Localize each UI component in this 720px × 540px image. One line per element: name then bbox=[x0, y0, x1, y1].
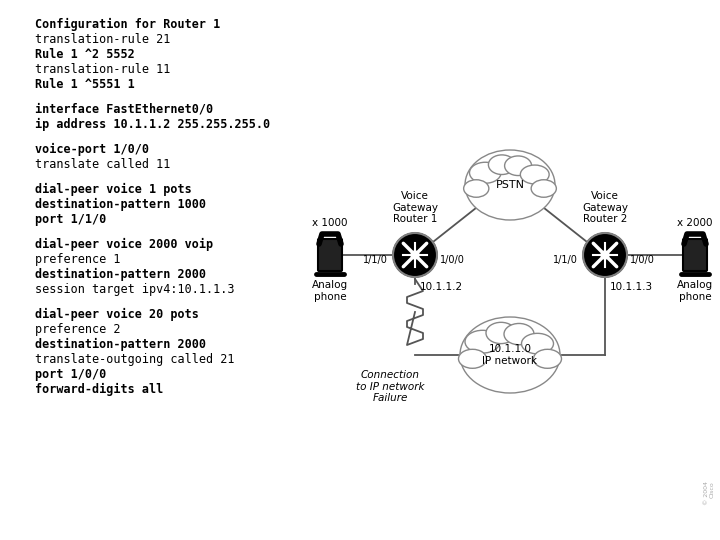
Ellipse shape bbox=[459, 349, 487, 368]
Text: destination-pattern 1000: destination-pattern 1000 bbox=[35, 198, 206, 211]
Ellipse shape bbox=[531, 180, 557, 197]
Text: 10.1.1.0
IP network: 10.1.1.0 IP network bbox=[482, 344, 538, 366]
Text: dial-peer voice 1 pots: dial-peer voice 1 pots bbox=[35, 183, 192, 196]
Text: x 2000: x 2000 bbox=[678, 218, 713, 228]
FancyBboxPatch shape bbox=[683, 239, 707, 271]
Text: Analog
phone: Analog phone bbox=[312, 280, 348, 302]
Text: PSTN: PSTN bbox=[495, 180, 524, 190]
Ellipse shape bbox=[521, 165, 549, 184]
Text: translate-outgoing called 21: translate-outgoing called 21 bbox=[35, 353, 235, 366]
Text: Configuration for Router 1: Configuration for Router 1 bbox=[35, 18, 220, 31]
Text: 10.1.1.2: 10.1.1.2 bbox=[420, 282, 463, 292]
Ellipse shape bbox=[486, 322, 516, 343]
Text: port 1/0/0: port 1/0/0 bbox=[35, 368, 107, 381]
Text: dial-peer voice 2000 voip: dial-peer voice 2000 voip bbox=[35, 238, 213, 251]
Text: translation-rule 21: translation-rule 21 bbox=[35, 33, 171, 46]
Text: forward-digits all: forward-digits all bbox=[35, 383, 163, 396]
Text: port 1/1/0: port 1/1/0 bbox=[35, 213, 107, 226]
Text: session target ipv4:10.1.1.3: session target ipv4:10.1.1.3 bbox=[35, 283, 235, 296]
Text: voice-port 1/0/0: voice-port 1/0/0 bbox=[35, 143, 149, 156]
Text: preference 1: preference 1 bbox=[35, 253, 120, 266]
Text: translation-rule 11: translation-rule 11 bbox=[35, 63, 171, 76]
Text: 1/0/0: 1/0/0 bbox=[440, 255, 465, 265]
Ellipse shape bbox=[534, 349, 562, 368]
Ellipse shape bbox=[464, 180, 489, 197]
Text: 1/1/0: 1/1/0 bbox=[363, 255, 388, 265]
Ellipse shape bbox=[465, 330, 500, 353]
Text: preference 2: preference 2 bbox=[35, 323, 120, 336]
Text: Rule 1 ^2 5552: Rule 1 ^2 5552 bbox=[35, 48, 135, 61]
Ellipse shape bbox=[488, 155, 516, 174]
Ellipse shape bbox=[504, 323, 534, 345]
Text: Analog
phone: Analog phone bbox=[677, 280, 713, 302]
Text: Rule 1 ^5551 1: Rule 1 ^5551 1 bbox=[35, 78, 135, 91]
Ellipse shape bbox=[460, 317, 560, 393]
Circle shape bbox=[411, 251, 419, 259]
Circle shape bbox=[583, 233, 627, 277]
Text: Connection
to IP network
Failure: Connection to IP network Failure bbox=[356, 370, 424, 403]
Text: interface FastEthernet0/0: interface FastEthernet0/0 bbox=[35, 103, 213, 116]
Text: x 1000: x 1000 bbox=[312, 218, 348, 228]
Text: translate called 11: translate called 11 bbox=[35, 158, 171, 171]
Text: 1/0/0: 1/0/0 bbox=[630, 255, 655, 265]
Ellipse shape bbox=[521, 333, 554, 354]
Text: dial-peer voice 20 pots: dial-peer voice 20 pots bbox=[35, 308, 199, 321]
Text: destination-pattern 2000: destination-pattern 2000 bbox=[35, 338, 206, 351]
Circle shape bbox=[601, 251, 609, 259]
Circle shape bbox=[393, 233, 437, 277]
Text: 10.1.1.3: 10.1.1.3 bbox=[610, 282, 653, 292]
Ellipse shape bbox=[465, 150, 555, 220]
Text: destination-pattern 2000: destination-pattern 2000 bbox=[35, 268, 206, 281]
Text: 1/1/0: 1/1/0 bbox=[553, 255, 578, 265]
Text: ip address 10.1.1.2 255.255.255.0: ip address 10.1.1.2 255.255.255.0 bbox=[35, 118, 270, 131]
Text: Voice
Gateway
Router 1: Voice Gateway Router 1 bbox=[392, 191, 438, 224]
FancyBboxPatch shape bbox=[318, 239, 342, 271]
Ellipse shape bbox=[469, 162, 501, 183]
Ellipse shape bbox=[505, 156, 531, 176]
Text: © 2004
Cisco: © 2004 Cisco bbox=[704, 481, 715, 505]
Text: Voice
Gateway
Router 2: Voice Gateway Router 2 bbox=[582, 191, 628, 224]
